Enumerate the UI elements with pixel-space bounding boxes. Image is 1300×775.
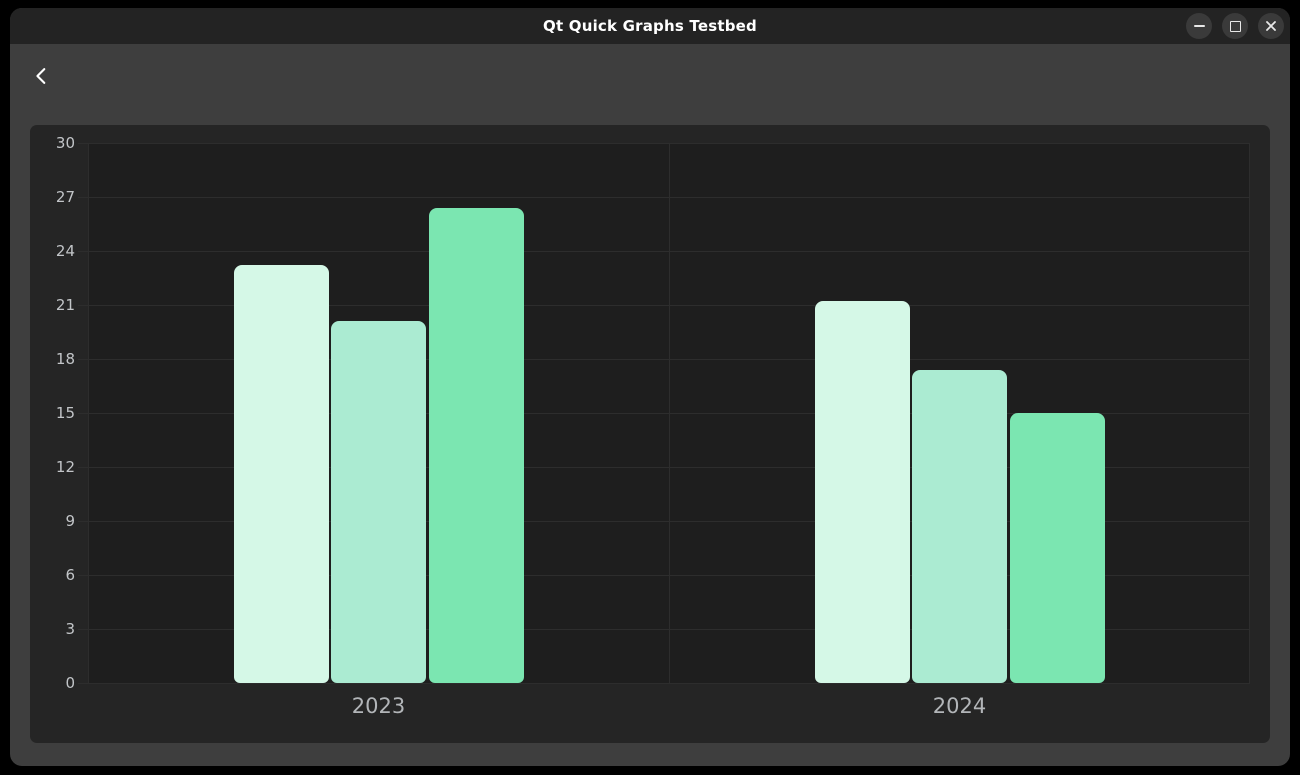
back-button[interactable] <box>24 58 60 94</box>
titlebar[interactable]: Qt Quick Graphs Testbed <box>10 8 1290 44</box>
y-axis-tick-label: 24 <box>55 242 75 260</box>
axis-tick <box>78 197 88 198</box>
gridline <box>1249 143 1250 683</box>
close-button[interactable] <box>1258 13 1284 39</box>
y-axis-tick-label: 30 <box>55 134 75 152</box>
bar-2023-series-3 <box>428 207 524 683</box>
app-window: Qt Quick Graphs Testbed <box>10 8 1290 766</box>
axis-tick <box>78 413 88 414</box>
chart-panel: 0 3 6 9 12 15 18 21 24 27 30 2023 2024 <box>30 125 1270 743</box>
y-axis-tick-label: 21 <box>55 296 75 314</box>
bar-2023-series-2 <box>331 321 426 683</box>
gridline <box>669 143 670 683</box>
axis-tick <box>78 575 88 576</box>
x-axis-category-label: 2023 <box>351 694 406 718</box>
close-icon <box>1266 21 1276 31</box>
maximize-icon <box>1229 20 1241 32</box>
axis-tick <box>78 305 88 306</box>
y-axis-tick-label: 12 <box>55 458 75 476</box>
plot-area <box>88 143 1250 684</box>
y-axis-tick-label: 9 <box>65 512 75 530</box>
y-axis-tick-label: 15 <box>55 404 75 422</box>
bar-2023-series-1 <box>233 265 329 683</box>
window-title: Qt Quick Graphs Testbed <box>543 17 757 35</box>
y-axis-tick-label: 18 <box>55 350 75 368</box>
axis-tick <box>78 251 88 252</box>
bar-2024-series-3 <box>1009 413 1105 683</box>
gridline <box>88 683 1250 684</box>
axis-tick <box>78 467 88 468</box>
maximize-button[interactable] <box>1222 13 1248 39</box>
chevron-left-icon <box>36 68 46 84</box>
bar-2024-series-2 <box>912 369 1007 683</box>
axis-tick <box>78 521 88 522</box>
y-axis-tick-label: 0 <box>65 674 75 692</box>
y-axis-tick-label: 6 <box>65 566 75 584</box>
axis-tick <box>78 359 88 360</box>
bar-2024-series-1 <box>814 301 910 683</box>
minimize-button[interactable] <box>1186 13 1212 39</box>
x-axis-category-label: 2024 <box>932 694 987 718</box>
toolbar <box>10 44 1290 125</box>
axis-tick <box>78 629 88 630</box>
y-axis-tick-label: 3 <box>65 620 75 638</box>
window-controls <box>1186 13 1284 39</box>
axis-tick <box>78 683 88 684</box>
minimize-icon <box>1193 25 1205 27</box>
gridline <box>88 143 89 683</box>
axis-tick <box>78 143 88 144</box>
y-axis-tick-label: 27 <box>55 188 75 206</box>
